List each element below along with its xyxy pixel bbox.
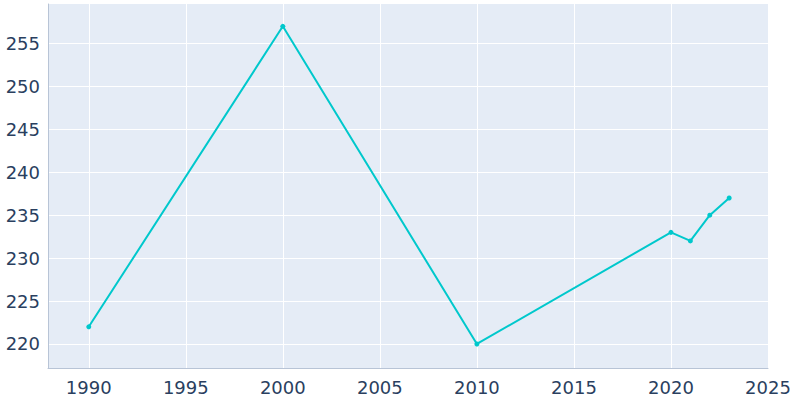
svg-text:1990: 1990	[66, 377, 112, 398]
svg-text:220: 220	[6, 333, 40, 354]
svg-text:1995: 1995	[163, 377, 209, 398]
svg-text:2015: 2015	[551, 377, 597, 398]
svg-text:2010: 2010	[454, 377, 500, 398]
svg-text:240: 240	[6, 162, 40, 183]
svg-text:250: 250	[6, 76, 40, 97]
svg-text:230: 230	[6, 248, 40, 269]
svg-text:235: 235	[6, 205, 40, 226]
svg-text:2000: 2000	[260, 377, 306, 398]
svg-text:255: 255	[6, 33, 40, 54]
svg-text:245: 245	[6, 119, 40, 140]
svg-text:2025: 2025	[745, 377, 791, 398]
svg-text:2005: 2005	[357, 377, 403, 398]
svg-text:225: 225	[6, 291, 40, 312]
svg-text:2020: 2020	[648, 377, 694, 398]
